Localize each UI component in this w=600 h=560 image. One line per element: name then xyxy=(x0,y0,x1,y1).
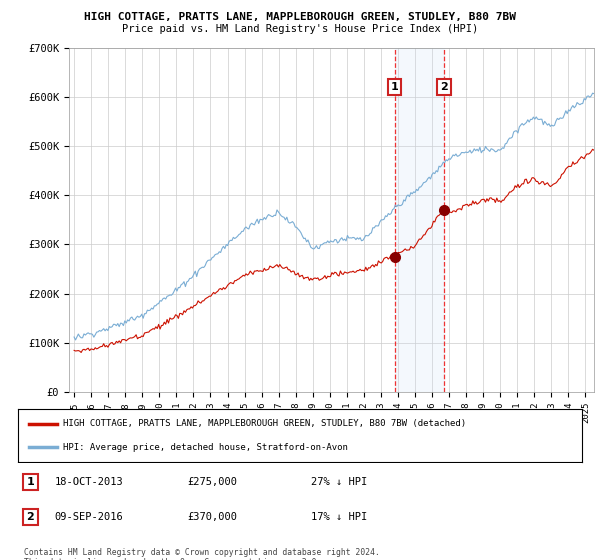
Text: Contains HM Land Registry data © Crown copyright and database right 2024.
This d: Contains HM Land Registry data © Crown c… xyxy=(24,548,380,560)
Text: £370,000: £370,000 xyxy=(187,512,237,522)
Text: 27% ↓ HPI: 27% ↓ HPI xyxy=(311,477,368,487)
Text: HIGH COTTAGE, PRATTS LANE, MAPPLEBOROUGH GREEN, STUDLEY, B80 7BW (detached): HIGH COTTAGE, PRATTS LANE, MAPPLEBOROUGH… xyxy=(63,419,466,428)
Text: HIGH COTTAGE, PRATTS LANE, MAPPLEBOROUGH GREEN, STUDLEY, B80 7BW: HIGH COTTAGE, PRATTS LANE, MAPPLEBOROUGH… xyxy=(84,12,516,22)
Text: 18-OCT-2013: 18-OCT-2013 xyxy=(55,477,124,487)
Text: £275,000: £275,000 xyxy=(187,477,237,487)
Bar xyxy=(395,48,444,392)
Text: 09-SEP-2016: 09-SEP-2016 xyxy=(55,512,124,522)
Text: 1: 1 xyxy=(391,82,398,92)
Text: Price paid vs. HM Land Registry's House Price Index (HPI): Price paid vs. HM Land Registry's House … xyxy=(122,24,478,34)
Text: 2: 2 xyxy=(26,512,34,522)
Text: 1: 1 xyxy=(26,477,34,487)
Text: 2: 2 xyxy=(440,82,448,92)
Text: 17% ↓ HPI: 17% ↓ HPI xyxy=(311,512,368,522)
Text: HPI: Average price, detached house, Stratford-on-Avon: HPI: Average price, detached house, Stra… xyxy=(63,442,348,451)
